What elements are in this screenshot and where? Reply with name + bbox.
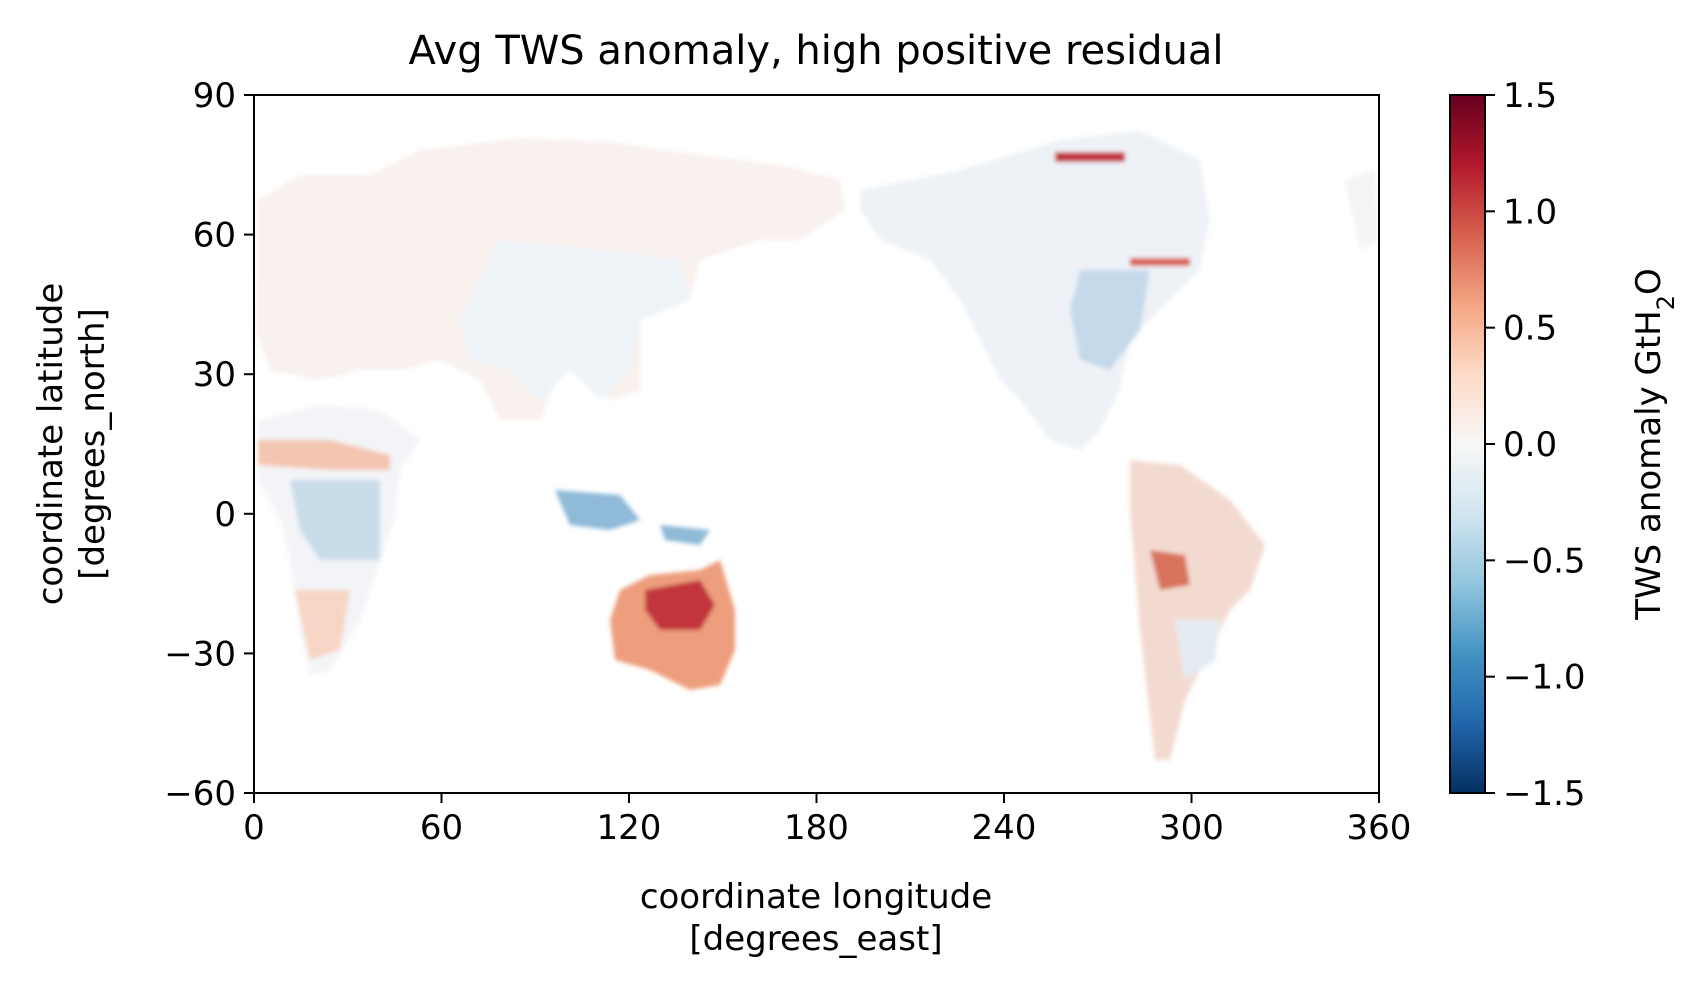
y-tick-label: 0 — [214, 495, 236, 535]
colorbar-tick-label: −1.5 — [1503, 774, 1586, 814]
map-layer — [256, 130, 1379, 760]
x-axis: 0 60 120 180 240 300 360 — [243, 793, 1411, 848]
x-tick-label: 180 — [784, 808, 849, 848]
land-central-africa — [290, 480, 380, 560]
x-tick-label: 60 — [420, 808, 463, 848]
colorbar-tick-label: 1.0 — [1503, 192, 1557, 232]
land-south-africa — [295, 590, 350, 660]
x-tick-label: 240 — [972, 808, 1037, 848]
land-asia-east — [460, 240, 690, 400]
y-tick-label: 90 — [193, 76, 236, 116]
chart-title: Avg TWS anomaly, high positive residual — [409, 28, 1224, 74]
land-s-south-america — [1175, 620, 1220, 680]
y-axis: −60 −30 0 30 60 90 — [164, 76, 254, 814]
land-hudson-rim — [1130, 258, 1190, 266]
x-axis-label-line1: coordinate longitude — [640, 877, 992, 917]
land-south-america — [1130, 460, 1265, 760]
colorbar-label-suffix: O — [1629, 268, 1669, 295]
land-indonesia — [555, 490, 640, 530]
x-tick-label: 0 — [243, 808, 265, 848]
colorbar — [1449, 94, 1486, 794]
y-tick-label: 30 — [193, 355, 236, 395]
land-new-guinea — [660, 525, 710, 545]
y-axis-label-line2: [degrees_north] — [73, 308, 113, 580]
y-tick-label: −60 — [164, 774, 236, 814]
colorbar-label-prefix: TWS anomaly GtH — [1629, 310, 1669, 621]
colorbar-tick-label: 0.5 — [1503, 309, 1557, 349]
land-greenland — [1345, 170, 1379, 250]
colorbar-tick-label: −1.0 — [1503, 658, 1586, 698]
land-arctic-canada — [1055, 152, 1125, 162]
x-tick-label: 360 — [1347, 808, 1412, 848]
colorbar-tick-label: 0.0 — [1503, 425, 1557, 465]
land-andes-slope — [1150, 550, 1190, 590]
y-tick-label: −30 — [164, 634, 236, 674]
colorbar-label: TWS anomaly GtH2O — [1629, 268, 1680, 621]
land-sahel — [258, 440, 390, 470]
land-north-america — [860, 130, 1210, 450]
land-east-us — [1070, 270, 1150, 370]
colorbar-ticks: −1.5 −1.0 −0.5 0.0 0.5 1.0 1.5 — [1485, 76, 1586, 814]
colorbar-tick-label: −0.5 — [1503, 541, 1586, 581]
colorbar-label-sub: 2 — [1652, 295, 1680, 310]
x-tick-label: 300 — [1159, 808, 1224, 848]
x-tick-label: 120 — [597, 808, 662, 848]
y-tick-label: 60 — [193, 216, 236, 256]
land-australia-hot — [645, 580, 715, 630]
colorbar-tick-label: 1.5 — [1503, 76, 1557, 116]
x-axis-label-line2: [degrees_east] — [689, 919, 942, 959]
y-axis-label-line1: coordinate latitude — [31, 283, 71, 606]
